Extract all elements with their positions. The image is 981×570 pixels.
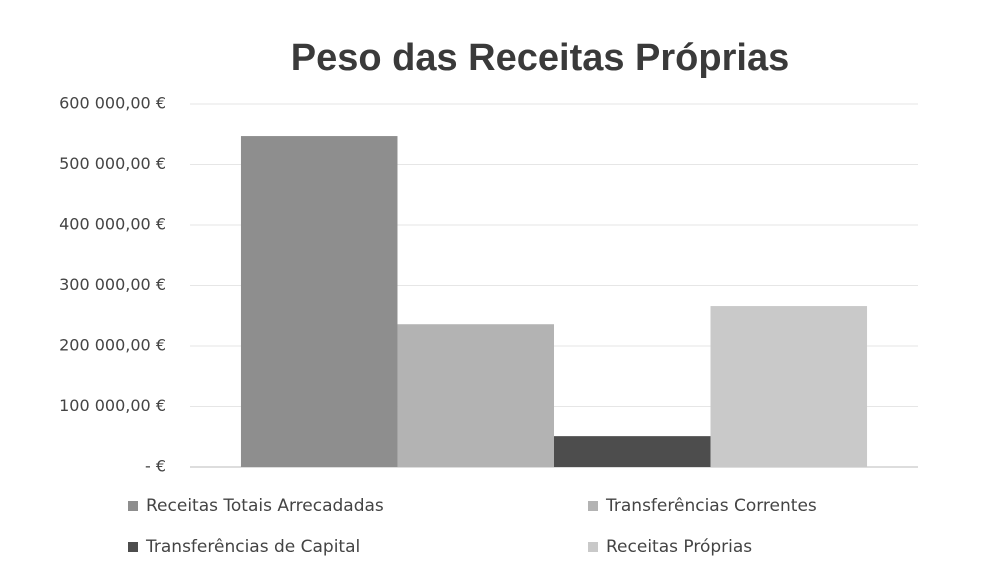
y-tick-label: 600 000,00 €	[59, 94, 166, 113]
y-tick-label: 100 000,00 €	[59, 396, 166, 415]
legend-swatch	[588, 542, 598, 552]
legend-label: Transferências Correntes	[605, 496, 817, 516]
y-tick-label: - €	[145, 457, 166, 476]
legend-swatch	[128, 501, 138, 511]
legend-label: Transferências de Capital	[145, 537, 360, 557]
chart-title: Peso das Receitas Próprias	[291, 37, 789, 79]
y-tick-label: 500 000,00 €	[59, 154, 166, 173]
legend-label: Receitas Totais Arrecadadas	[146, 496, 384, 516]
legend-label: Receitas Próprias	[606, 537, 752, 557]
legend-swatch	[128, 542, 138, 552]
bar	[397, 324, 554, 467]
legend-swatch	[588, 501, 598, 511]
y-tick-label: 300 000,00 €	[59, 275, 166, 294]
bar	[710, 306, 868, 467]
y-tick-label: 200 000,00 €	[59, 336, 166, 355]
y-tick-label: 400 000,00 €	[59, 215, 166, 234]
bar	[554, 436, 711, 467]
bar	[240, 136, 398, 467]
